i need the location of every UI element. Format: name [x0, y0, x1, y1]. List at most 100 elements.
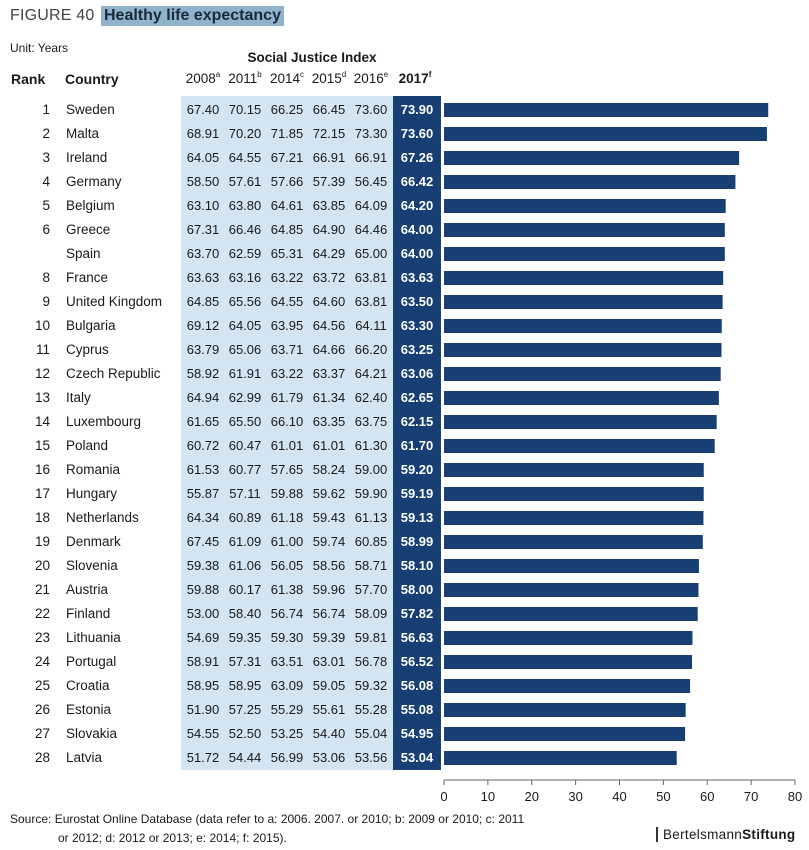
- country-cell: Sweden: [66, 102, 115, 117]
- value-cell: 63.01: [312, 654, 346, 669]
- country-cell: Germany: [66, 174, 122, 189]
- value-cell: 66.10: [270, 414, 304, 429]
- value-cell: 53.06: [312, 750, 346, 765]
- value-cell: 59.90: [354, 486, 388, 501]
- value-cell: 66.91: [354, 150, 388, 165]
- value-cell: 55.29: [270, 702, 304, 717]
- value-cell: 53.25: [270, 726, 304, 741]
- value-cell: 57.61: [228, 174, 262, 189]
- value-cell-2017: 56.08: [400, 678, 434, 693]
- value-cell: 63.16: [228, 270, 262, 285]
- rank-cell: 21: [34, 582, 50, 597]
- bar-belgium: [444, 199, 726, 213]
- value-cell-2017: 59.19: [400, 486, 434, 501]
- table-row: 25 Croatia 58.95 58.95 63.09 59.05 59.32 56.08: [0, 674, 809, 698]
- value-cell: 57.11: [229, 486, 261, 501]
- value-cell: 58.40: [228, 606, 262, 621]
- value-cell: 63.63: [186, 270, 220, 285]
- value-cell: 64.60: [312, 294, 346, 309]
- table-row: 3 Ireland 64.05 64.55 67.21 66.91 66.91 67.26: [0, 146, 809, 170]
- rank-header: Rank: [11, 71, 46, 87]
- value-cell-2017: 63.25: [400, 342, 434, 357]
- value-cell: 61.91: [228, 366, 262, 381]
- value-cell: 71.85: [270, 126, 304, 141]
- value-cell: 55.61: [312, 702, 346, 717]
- country-cell: Poland: [66, 438, 109, 453]
- bar-austria: [444, 583, 699, 597]
- value-cell: 58.91: [186, 654, 220, 669]
- value-cell: 61.79: [270, 390, 304, 405]
- bar-sweden: [444, 103, 769, 117]
- value-cell: 51.72: [186, 750, 220, 765]
- x-tick-label: 70: [744, 789, 758, 804]
- value-cell-2017: 56.63: [400, 630, 434, 645]
- country-cell: Italy: [66, 390, 91, 405]
- bar-malta: [444, 127, 767, 141]
- value-cell: 63.22: [270, 270, 304, 285]
- value-cell: 63.37: [312, 366, 346, 381]
- value-cell-2017: 54.95: [400, 726, 434, 741]
- value-cell: 65.31: [270, 246, 304, 261]
- value-cell: 58.50: [186, 174, 220, 189]
- bar-bulgaria: [444, 319, 722, 333]
- value-cell-2017: 55.08: [400, 702, 434, 717]
- year-header-footnote: b: [257, 70, 262, 79]
- value-cell: 61.65: [186, 414, 220, 429]
- group-header: Social Justice Index: [247, 50, 377, 65]
- value-cell: 57.70: [354, 582, 388, 597]
- value-cell: 53.56: [354, 750, 388, 765]
- country-cell: Slovenia: [66, 558, 118, 573]
- table-row: 28 Latvia 51.72 54.44 56.99 53.06 53.56 53.04: [0, 746, 809, 770]
- value-cell: 63.75: [354, 414, 388, 429]
- value-cell: 59.96: [312, 582, 346, 597]
- value-cell-2017: 66.42: [400, 174, 434, 189]
- rank-cell: 19: [34, 534, 50, 549]
- country-cell: Latvia: [66, 750, 103, 765]
- value-cell-2017: 67.26: [400, 150, 434, 165]
- rank-cell: 16: [34, 462, 50, 477]
- rank-cell: 14: [34, 414, 50, 429]
- value-cell: 62.99: [228, 390, 262, 405]
- bar-netherlands: [444, 511, 704, 525]
- year-header-2011: 2011b: [228, 70, 262, 86]
- rank-cell: 24: [34, 654, 50, 669]
- bar-slovenia: [444, 559, 699, 573]
- country-cell: Hungary: [66, 486, 118, 501]
- value-cell: 66.45: [312, 102, 346, 117]
- year-header-2008: 2008a: [185, 70, 221, 86]
- value-cell-2017: 64.00: [400, 222, 434, 237]
- table-row: 26 Estonia 51.90 57.25 55.29 55.61 55.28 55.08: [0, 698, 809, 722]
- value-cell: 64.56: [312, 318, 346, 333]
- value-cell: 56.05: [270, 558, 304, 573]
- bar-estonia: [444, 703, 686, 717]
- value-cell: 59.74: [312, 534, 346, 549]
- value-cell: 55.28: [354, 702, 388, 717]
- year-header-footnote: f: [428, 70, 432, 79]
- bar-slovakia: [444, 727, 686, 741]
- bar-hungary: [444, 487, 704, 501]
- value-cell: 66.46: [228, 222, 262, 237]
- value-cell: 57.31: [228, 654, 262, 669]
- value-cell: 63.51: [270, 654, 304, 669]
- table-row: 1 Sweden 67.40 70.15 66.25 66.45 73.60 73.90: [0, 98, 809, 122]
- value-cell: 58.92: [186, 366, 220, 381]
- value-cell: 63.71: [270, 342, 304, 357]
- value-cell: 57.66: [270, 174, 304, 189]
- value-cell-2017: 64.20: [400, 198, 434, 213]
- country-cell: Cyprus: [66, 342, 109, 357]
- value-cell: 64.61: [270, 198, 304, 213]
- bar-france: [444, 271, 724, 285]
- value-cell-2017: 59.20: [400, 462, 434, 477]
- column-background-2017: [393, 96, 441, 770]
- value-cell: 54.69: [186, 630, 220, 645]
- value-cell: 59.39: [312, 630, 346, 645]
- rank-cell: 9: [42, 294, 50, 309]
- source-line-2: or 2012; d: 2012 or 2013; e: 2014; f: 20…: [58, 831, 287, 845]
- value-cell: 64.85: [186, 294, 220, 309]
- value-cell: 63.70: [186, 246, 220, 261]
- value-cell-2017: 73.60: [400, 126, 434, 141]
- value-cell-2017: 57.82: [400, 606, 434, 621]
- country-cell: United Kingdom: [66, 294, 163, 309]
- value-cell: 54.40: [312, 726, 346, 741]
